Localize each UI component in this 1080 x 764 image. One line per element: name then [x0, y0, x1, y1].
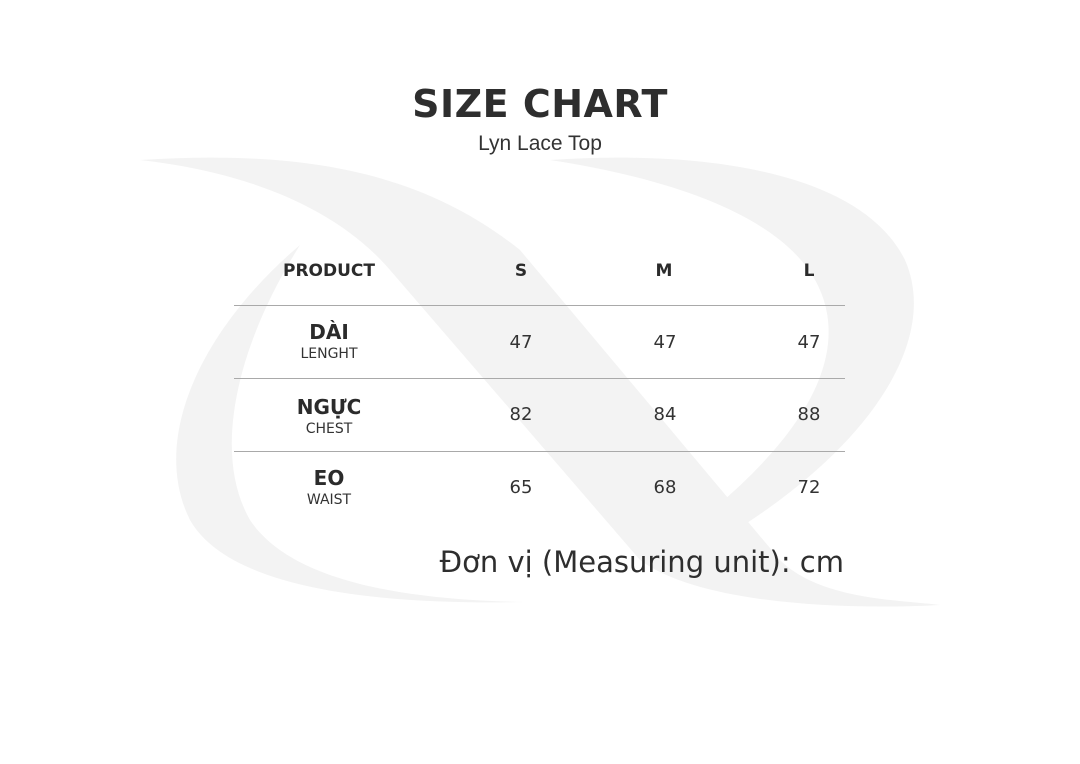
row-label: EO [313, 466, 345, 490]
column-header-m: M [655, 261, 673, 281]
column-header-l: L [803, 261, 815, 281]
product-name: Lyn Lace Top [478, 132, 602, 155]
measuring-unit-note: Đơn vị (Measuring unit): cm [439, 545, 844, 579]
row-label: DÀI [309, 320, 349, 344]
value-s: 65 [509, 477, 533, 498]
value-s: 82 [509, 404, 533, 425]
row-sublabel: CHEST [305, 421, 353, 437]
value-m: 47 [653, 332, 677, 353]
column-header-s: S [514, 261, 528, 281]
column-header-product: PRODUCT [283, 261, 375, 281]
row-sublabel: WAIST [306, 492, 352, 508]
value-m: 68 [653, 477, 677, 498]
value-s: 47 [509, 332, 533, 353]
value-l: 72 [797, 477, 821, 498]
row-sublabel: LENGHT [300, 346, 358, 362]
row-divider [234, 451, 845, 452]
value-m: 84 [653, 404, 677, 425]
page-title: SIZE CHART [412, 82, 668, 126]
row-divider [234, 305, 845, 306]
row-label: NGỰC [296, 395, 362, 419]
row-divider [234, 378, 845, 379]
value-l: 88 [797, 404, 821, 425]
value-l: 47 [797, 332, 821, 353]
